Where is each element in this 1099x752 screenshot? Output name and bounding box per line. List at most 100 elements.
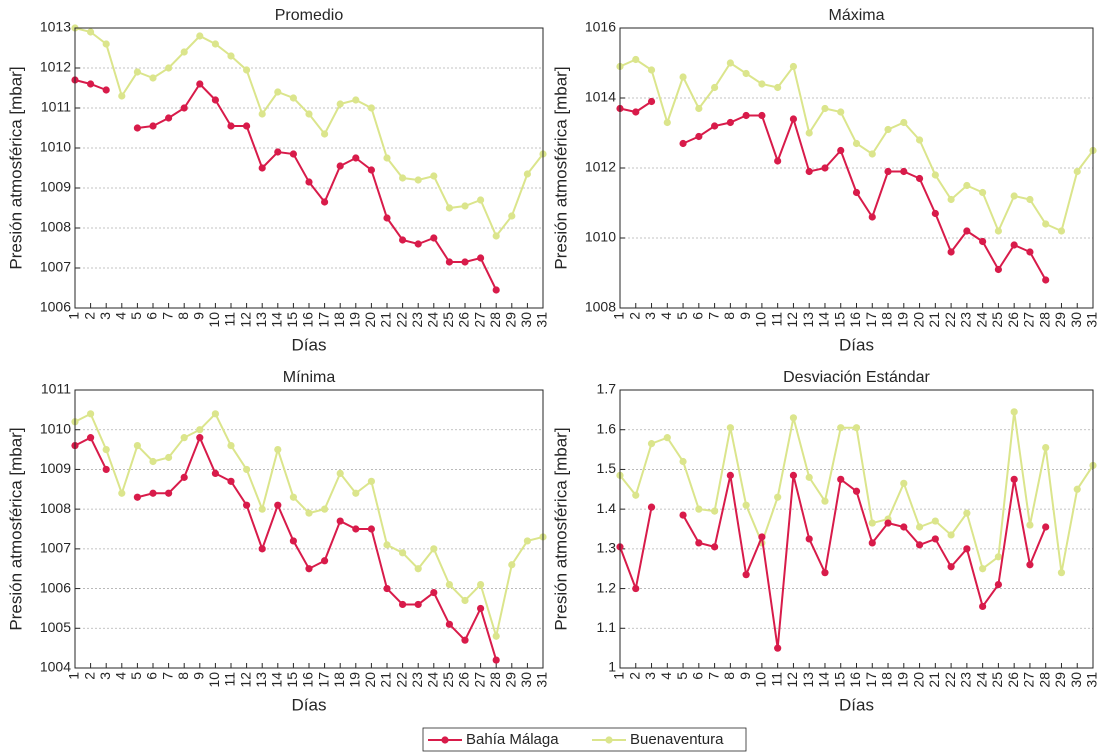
data-point — [884, 519, 892, 527]
data-point — [227, 122, 235, 130]
y-tick-label: 1006 — [40, 299, 71, 315]
x-tick-label: 3 — [642, 672, 658, 680]
x-tick-label: 9 — [191, 312, 207, 320]
data-point — [321, 505, 329, 513]
data-point — [523, 537, 532, 545]
x-tick-label: 18 — [331, 312, 347, 328]
data-point — [852, 188, 861, 197]
x-tick-label: 15 — [831, 672, 847, 688]
data-point — [477, 254, 485, 262]
y-tick-label: 1009 — [40, 179, 71, 195]
x-tick-label: 16 — [847, 672, 863, 688]
data-point — [180, 434, 188, 442]
y-tick-label: 1.3 — [597, 540, 617, 556]
x-tick-label: 11 — [768, 672, 784, 687]
y-axis-label: Presión atmosférica [mbar] — [551, 66, 570, 269]
data-point — [868, 213, 876, 221]
x-tick-label: 10 — [753, 672, 769, 688]
x-tick-label: 28 — [487, 312, 503, 328]
data-point — [1010, 241, 1018, 249]
x-tick-label: 7 — [705, 672, 721, 680]
x-tick-label: 7 — [159, 672, 175, 680]
data-point — [711, 122, 719, 130]
x-tick-label: 8 — [175, 672, 191, 680]
axes-box — [74, 389, 544, 669]
chart-title: Promedio — [275, 7, 344, 24]
data-point — [805, 129, 813, 137]
data-point — [774, 83, 782, 92]
data-point — [87, 28, 95, 36]
data-point — [947, 531, 955, 539]
x-tick-label: 5 — [128, 672, 144, 680]
x-tick-label: 26 — [456, 312, 472, 328]
data-point — [336, 162, 344, 170]
x-tick-label: 12 — [784, 312, 800, 328]
data-point — [274, 445, 282, 454]
plot-area — [620, 390, 1093, 668]
y-tick-label: 1011 — [41, 381, 71, 397]
data-point — [352, 96, 360, 104]
data-point — [1057, 227, 1066, 235]
x-tick-label: 13 — [253, 672, 269, 688]
data-point — [805, 473, 813, 481]
x-tick-label: 20 — [362, 672, 378, 688]
data-point — [1026, 521, 1034, 529]
data-point — [979, 237, 987, 246]
data-point — [742, 69, 750, 78]
data-point — [87, 434, 95, 442]
x-tick-label: 31 — [1084, 672, 1099, 688]
data-point — [430, 545, 438, 553]
data-point — [118, 489, 126, 497]
y-tick-label: 1.6 — [597, 420, 617, 436]
x-tick-label: 18 — [879, 672, 895, 688]
data-point — [1010, 408, 1018, 416]
data-point — [742, 571, 750, 579]
y-tick-label: 1008 — [40, 500, 71, 516]
data-point — [305, 565, 313, 573]
data-point — [508, 561, 516, 569]
data-point — [149, 74, 157, 82]
data-point — [663, 434, 671, 442]
data-point — [414, 240, 422, 248]
data-point — [165, 64, 173, 72]
chart-title: Mínima — [283, 369, 336, 386]
data-point — [915, 136, 924, 144]
data-point — [196, 434, 204, 442]
data-point — [868, 150, 876, 158]
y-tick-label: 1008 — [585, 299, 616, 315]
x-tick-label: 4 — [658, 672, 674, 680]
x-tick-label: 8 — [721, 672, 737, 680]
data-point — [632, 55, 640, 64]
x-tick-label: 16 — [300, 312, 316, 328]
x-tick-label: 25 — [989, 312, 1005, 328]
data-point — [994, 227, 1003, 235]
data-point — [180, 104, 188, 112]
data-point — [774, 644, 782, 652]
data-point — [133, 442, 141, 450]
x-tick-label: 22 — [393, 312, 409, 328]
y-tick-label: 1007 — [40, 540, 71, 556]
legend-label: Buenaventura — [630, 731, 724, 748]
data-point — [994, 553, 1003, 561]
x-tick-label: 21 — [926, 672, 942, 688]
data-point — [679, 457, 687, 466]
x-tick-label: 17 — [863, 672, 879, 688]
data-point — [900, 523, 908, 531]
data-point — [399, 549, 407, 557]
x-tick-label: 30 — [1068, 672, 1084, 688]
data-point — [243, 501, 251, 509]
data-point — [963, 181, 971, 190]
data-point — [243, 122, 251, 130]
x-tick-label: 3 — [97, 312, 113, 320]
x-tick-label: 7 — [159, 312, 175, 320]
y-tick-label: 1008 — [40, 219, 71, 235]
y-tick-label: 1012 — [40, 59, 71, 75]
data-point — [695, 505, 703, 513]
data-point — [742, 111, 750, 120]
x-tick-label: 14 — [816, 672, 832, 688]
x-tick-label: 4 — [113, 672, 129, 680]
data-point — [180, 48, 188, 56]
data-point — [430, 172, 438, 180]
x-tick-label: 15 — [831, 312, 847, 328]
y-tick-label: 1004 — [40, 659, 71, 675]
